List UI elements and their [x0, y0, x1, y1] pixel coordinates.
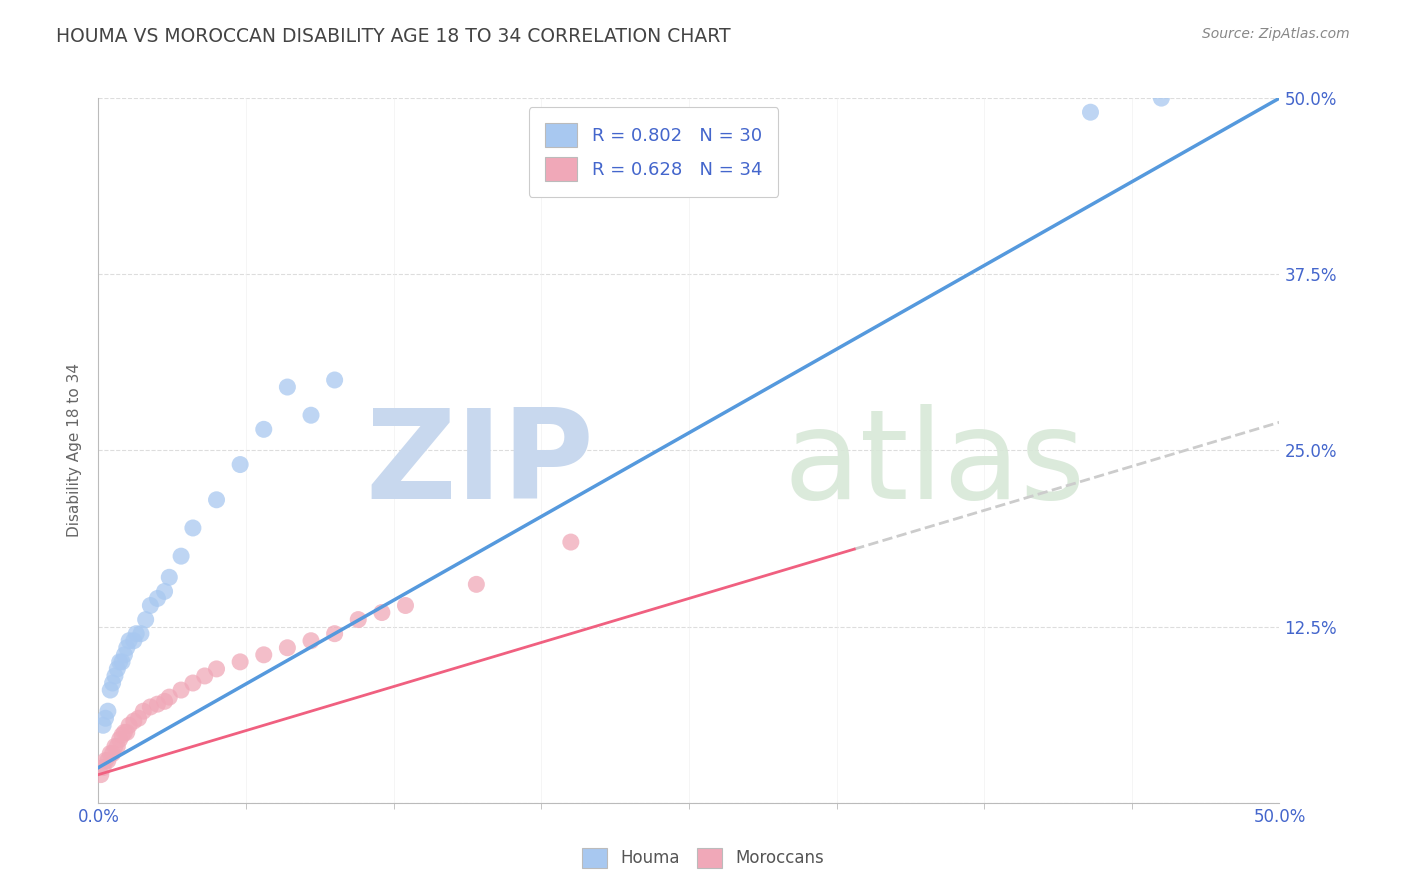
Point [394, 599, 416, 613]
Point [153, 584, 176, 599]
Point [139, 599, 162, 613]
Point [371, 606, 394, 620]
Point [157, 690, 180, 705]
Point [128, 711, 150, 725]
Point [205, 662, 228, 676]
Legend: R = 0.802   N = 30, R = 0.628   N = 34: R = 0.802 N = 30, R = 0.628 N = 34 [529, 107, 779, 197]
Point [91, 718, 114, 732]
Point [115, 725, 138, 739]
Text: Source: ZipAtlas.com: Source: ZipAtlas.com [1202, 27, 1350, 41]
Text: atlas: atlas [783, 404, 1085, 525]
Point [181, 676, 204, 690]
Point [97, 754, 120, 768]
Point [299, 633, 322, 648]
Point [170, 683, 193, 698]
Point [1080, 105, 1102, 120]
Point [560, 535, 582, 549]
Point [111, 728, 134, 742]
Point [98, 747, 121, 761]
Point [299, 408, 322, 422]
Point [101, 676, 124, 690]
Point [229, 655, 252, 669]
Point [104, 669, 127, 683]
Point [139, 700, 162, 714]
Point [205, 492, 228, 507]
Point [122, 633, 145, 648]
Point [94, 711, 117, 725]
Legend: Houma, Moroccans: Houma, Moroccans [575, 841, 831, 875]
Point [229, 458, 252, 472]
Point [118, 718, 141, 732]
Point [98, 683, 121, 698]
Point [253, 422, 276, 436]
Point [323, 373, 346, 387]
Point [129, 626, 152, 640]
Point [1150, 91, 1173, 105]
Text: ZIP: ZIP [366, 404, 595, 525]
Point [105, 662, 128, 676]
Point [323, 626, 346, 640]
Point [91, 760, 114, 774]
Point [118, 633, 141, 648]
Point [94, 754, 117, 768]
Point [146, 591, 169, 606]
Point [465, 577, 488, 591]
Point [111, 655, 134, 669]
Point [104, 739, 127, 754]
Text: HOUMA VS MOROCCAN DISABILITY AGE 18 TO 34 CORRELATION CHART: HOUMA VS MOROCCAN DISABILITY AGE 18 TO 3… [56, 27, 731, 45]
Point [108, 655, 131, 669]
Point [97, 704, 120, 718]
Point [101, 747, 124, 761]
Point [90, 767, 112, 781]
Point [181, 521, 204, 535]
Point [253, 648, 276, 662]
Point [132, 704, 155, 718]
Point [122, 714, 145, 728]
Point [170, 549, 193, 564]
Point [135, 613, 157, 627]
Point [112, 648, 135, 662]
Point [125, 626, 148, 640]
Point [276, 640, 298, 655]
Point [276, 380, 298, 394]
Point [115, 640, 138, 655]
Point [105, 739, 128, 754]
Point [347, 613, 370, 627]
Point [157, 570, 180, 584]
Point [112, 725, 135, 739]
Point [153, 694, 176, 708]
Y-axis label: Disability Age 18 to 34: Disability Age 18 to 34 [67, 363, 83, 538]
Point [146, 697, 169, 711]
Point [194, 669, 217, 683]
Point [108, 732, 131, 747]
